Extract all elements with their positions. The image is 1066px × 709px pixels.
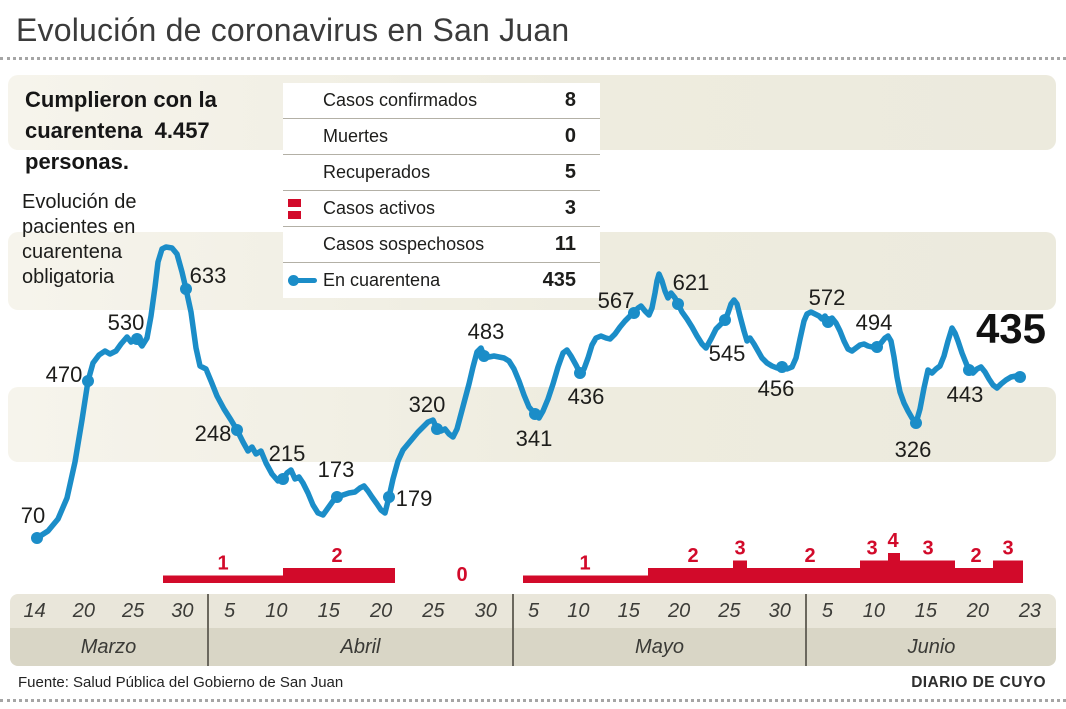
tick-label: 15: [914, 599, 938, 622]
background-band-3: [8, 387, 1056, 462]
tick-label: 15: [317, 599, 340, 622]
quarantine-line-icon: [283, 275, 323, 286]
value-label: 494: [856, 310, 893, 335]
month-label: Junio: [907, 636, 956, 658]
data-point-dot: [719, 314, 731, 326]
data-point-dot: [822, 316, 834, 328]
tick-label: 23: [1018, 599, 1042, 622]
tick-label: 15: [617, 599, 640, 622]
stat-label: Casos confirmados: [323, 90, 478, 110]
active-cases-icon: [283, 197, 323, 221]
tick-label: 20: [72, 599, 95, 622]
stat-label: Muertes: [323, 126, 389, 146]
data-point-dot: [776, 361, 788, 373]
stats-table: Casos confirmados 8 Muertes 0 Recuperados 5 Ca…: [283, 83, 600, 298]
month-cell: 14 20 25 30 Marzo: [10, 594, 207, 666]
value-label: 70: [21, 503, 45, 528]
title-rule: [0, 57, 1066, 60]
tick-label: 25: [122, 599, 145, 622]
value-label: 470: [46, 362, 83, 387]
data-point-dot: [277, 473, 289, 485]
stat-value: 11: [554, 233, 576, 255]
x-axis: 14 20 25 30 Marzo 5 10 15 20 25 30 Abril 5 10 15 20 25 30…: [10, 594, 1056, 666]
step-value-label: 2: [804, 545, 815, 567]
tick-label: 25: [718, 599, 741, 622]
current-value-label: 435: [976, 305, 1046, 352]
data-point-dot: [131, 333, 143, 345]
tick-label: 5: [224, 599, 236, 622]
tick-label: 20: [966, 599, 990, 622]
step-value-label: 2: [331, 545, 342, 567]
stat-label: En cuarentena: [323, 270, 441, 290]
stat-value: 0: [564, 125, 576, 147]
step-value-label: 2: [687, 545, 698, 567]
stat-value: 3: [564, 197, 576, 219]
data-point-dot: [871, 341, 883, 353]
step-value-label: 4: [887, 530, 899, 552]
month-cell: 5 10 15 20 23 Junio: [805, 594, 1056, 666]
tick-label: 14: [23, 599, 46, 622]
month-cell: 5 10 15 20 25 30 Abril: [207, 594, 512, 666]
stats-row: Casos confirmados 8: [283, 83, 600, 119]
stat-value: 8: [564, 89, 576, 111]
step-value-label: 1: [217, 553, 228, 575]
footer-source: Fuente: Salud Pública del Gobierno de Sa…: [18, 674, 344, 691]
data-point-dot: [574, 367, 586, 379]
tick-label: 10: [265, 599, 288, 622]
data-point-dot: [478, 350, 490, 362]
tick-label: 5: [821, 599, 833, 622]
page-title: Evolución de coronavirus en San Juan: [16, 12, 570, 48]
highlight-text: Cumplieron con la cuarentena 4.457 perso…: [25, 87, 217, 174]
month-cell: 5 10 15 20 25 30 Mayo: [512, 594, 805, 666]
stats-row: Recuperados 5: [283, 155, 600, 191]
stat-label: Recuperados: [323, 162, 431, 182]
stat-value: 5: [564, 161, 576, 183]
chart-caption: Evolución de pacientes en cuarentena obl…: [22, 191, 137, 288]
stats-row: En cuarentena 435: [283, 263, 600, 298]
tick-label: 30: [768, 599, 791, 622]
step-value-label: 3: [922, 538, 933, 560]
tick-label: 30: [474, 599, 497, 622]
stat-label: Casos sospechosos: [323, 234, 485, 254]
tick-label: 25: [422, 599, 445, 622]
data-point-dot: [1014, 371, 1026, 383]
value-label: 483: [468, 319, 505, 344]
data-point-dot: [331, 491, 343, 503]
footer-credit: DIARIO DE CUYO: [911, 674, 1046, 691]
data-point-dot: [963, 364, 975, 376]
value-label: 530: [108, 310, 145, 335]
data-point-dot: [383, 491, 395, 503]
stats-row: Casos sospechosos 11: [283, 227, 600, 263]
step-value-label: 3: [734, 538, 745, 560]
tick-label: 20: [667, 599, 691, 622]
axis-day-strip: [10, 594, 1056, 628]
tick-label: 20: [369, 599, 393, 622]
step-value-label: 2: [970, 545, 981, 567]
data-point-dot: [31, 532, 43, 544]
step-value-label: 1: [579, 553, 590, 575]
step-value-label: 3: [1002, 538, 1013, 560]
stat-value: 435: [542, 269, 576, 291]
stats-row: Muertes 0: [283, 119, 600, 155]
active-cases-steps: [163, 553, 1023, 583]
month-label: Mayo: [635, 636, 684, 658]
tick-label: 10: [567, 599, 590, 622]
data-point-dot: [82, 375, 94, 387]
tick-label: 5: [528, 599, 540, 622]
value-label: 179: [396, 486, 433, 511]
step-value-label: 3: [866, 538, 877, 560]
stats-row: Casos activos 3: [283, 191, 600, 227]
month-label: Abril: [340, 636, 381, 658]
tick-label: 30: [171, 599, 194, 622]
value-label: 545: [709, 341, 746, 366]
month-label: Marzo: [80, 636, 137, 658]
step-value-label: 0: [456, 564, 467, 586]
stat-label: Casos activos: [323, 198, 436, 218]
bottom-rule: [0, 699, 1066, 702]
axis-month-strip: [10, 628, 1056, 666]
tick-label: 10: [862, 599, 886, 622]
